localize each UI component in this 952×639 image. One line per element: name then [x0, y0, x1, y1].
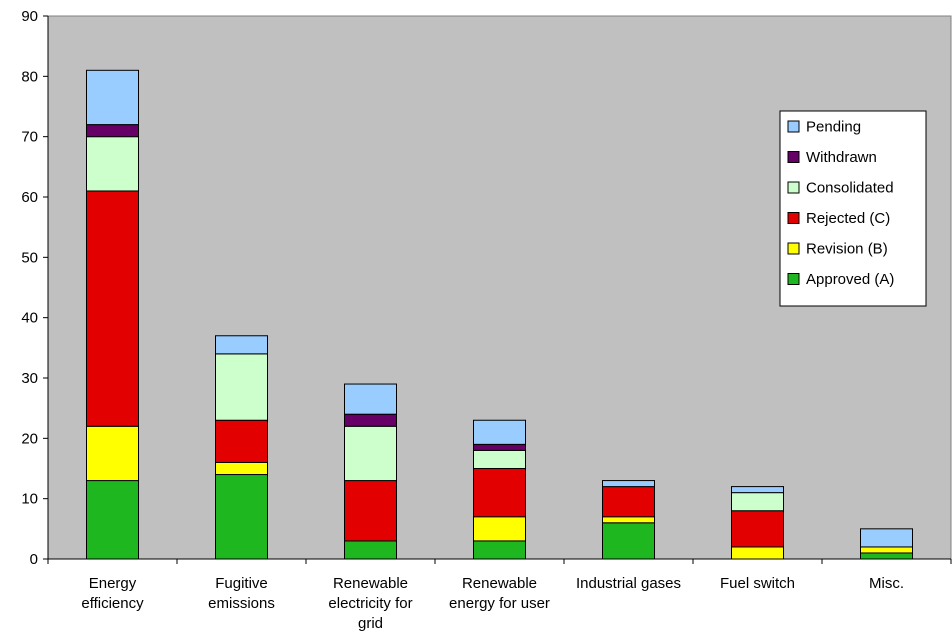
y-tick-label: 0 — [30, 551, 38, 568]
x-tick-label: Misc. — [869, 575, 904, 592]
legend-label: Withdrawn — [806, 149, 877, 166]
bar-segment — [860, 552, 913, 560]
bar-segment — [473, 419, 526, 445]
bar-segment — [731, 486, 784, 494]
bar-segment — [86, 190, 139, 427]
bar-segment — [602, 516, 655, 524]
legend-swatch — [787, 242, 800, 255]
legend-label: Pending — [806, 119, 861, 136]
y-tick-label: 90 — [21, 8, 38, 25]
y-tick-label: 70 — [21, 129, 38, 146]
x-axis: Energy efficiency Fugitive emissions Renewab… — [47, 558, 952, 632]
bar-segment — [473, 468, 526, 518]
x-tick-label: emissions — [208, 595, 275, 612]
legend-label: Rejected (C) — [806, 210, 890, 227]
bar-segment — [86, 69, 139, 126]
bar-segment — [344, 480, 397, 542]
y-tick-label: 10 — [21, 491, 38, 508]
bar-segment — [215, 353, 268, 421]
bar-segment — [473, 449, 526, 469]
x-tick-label: efficiency — [81, 595, 144, 612]
y-tick-label: 30 — [21, 370, 38, 387]
x-tick-label: Energy — [89, 575, 137, 592]
x-tick-label: grid — [358, 615, 383, 632]
x-tick-label: Renewable — [462, 575, 537, 592]
y-tick-label: 50 — [21, 249, 38, 266]
bar-segment — [86, 480, 139, 560]
legend-label: Consolidated — [806, 180, 894, 197]
legend-swatch — [787, 120, 800, 133]
bar-segment — [602, 522, 655, 560]
legend-box — [779, 110, 927, 307]
legend-label: Approved (A) — [806, 271, 894, 288]
bar-segment — [344, 413, 397, 427]
x-tick-label: energy for user — [449, 595, 550, 612]
legend-swatch — [787, 273, 800, 285]
bar-segment — [215, 474, 268, 560]
bars — [86, 69, 913, 560]
bar-segment — [215, 461, 268, 476]
x-tick-label: Fugitive — [215, 575, 268, 592]
legend-swatch — [787, 151, 800, 163]
bar-segment — [344, 383, 397, 415]
bar-segment — [731, 510, 784, 548]
bar-segment — [473, 540, 526, 560]
bar-segment — [86, 425, 139, 482]
bar-segment — [86, 124, 139, 138]
bar-segment — [473, 516, 526, 542]
y-tick-label: 40 — [21, 310, 38, 327]
bar-segment — [602, 486, 655, 518]
bar-segment — [215, 335, 268, 355]
y-tick-label: 60 — [21, 189, 38, 206]
bar-segment — [344, 425, 397, 482]
bar-segment — [344, 540, 397, 560]
x-tick-label: Renewable — [333, 575, 408, 592]
legend-swatch — [787, 212, 800, 224]
bar-segment — [731, 546, 784, 560]
y-axis: 0 10 20 30 40 50 60 70 80 90 — [21, 8, 49, 568]
bar-segment — [86, 136, 139, 192]
y-tick-label: 20 — [21, 430, 38, 447]
bar-segment — [473, 443, 526, 451]
legend-swatch — [787, 181, 800, 194]
x-tick-label: electricity for — [328, 595, 412, 612]
bar-segment — [731, 492, 784, 512]
legend-label: Revision (B) — [806, 241, 888, 258]
y-tick-label: 80 — [21, 68, 38, 85]
bar-segment — [602, 480, 655, 488]
x-tick-label: Fuel switch — [720, 575, 795, 592]
x-tick-label: Industrial gases — [576, 575, 681, 592]
bar-segment — [860, 546, 913, 554]
bar-segment — [215, 419, 268, 463]
legend: Pending Withdrawn Consolidated Rejected (C)… — [779, 110, 927, 307]
bar-segment — [860, 528, 913, 548]
